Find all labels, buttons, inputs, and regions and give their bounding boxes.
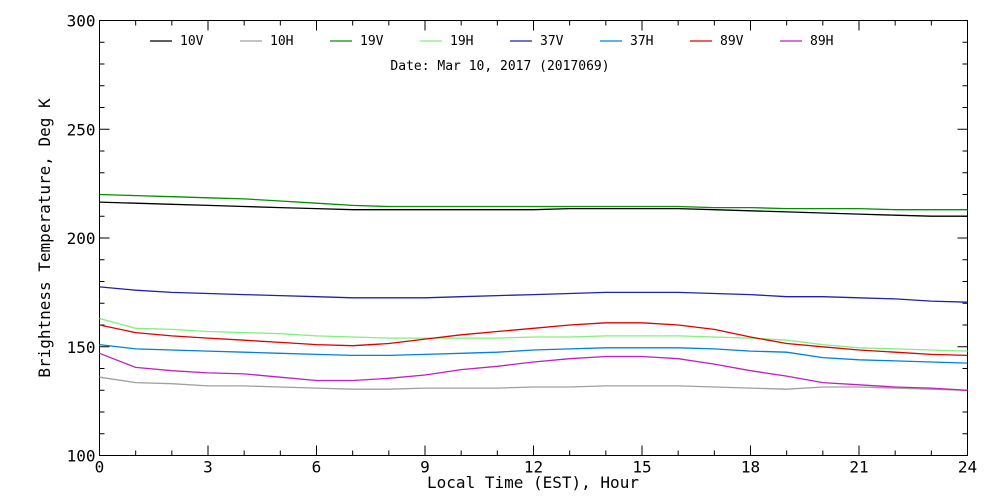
series-lines <box>99 193 968 391</box>
legend-label-37v: 37V <box>540 34 564 49</box>
date-annotation: Date: Mar 10, 2017 (2017069) <box>390 59 609 74</box>
x-tick-label: 24 <box>958 458 977 477</box>
y-tick-label: 250 <box>67 120 96 139</box>
y-tick-label: 200 <box>67 229 96 248</box>
series-line-19v <box>99 193 968 211</box>
x-tick-label: 9 <box>420 458 430 477</box>
x-tick-label: 15 <box>632 458 651 477</box>
x-tick-label: 18 <box>741 458 760 477</box>
legend: 10V 10H 19V 19H 37V 37H 89V 89H <box>150 34 833 49</box>
legend-label-37h: 37H <box>630 34 653 49</box>
x-tick-label: 12 <box>524 458 543 477</box>
x-tick-label: 3 <box>203 458 213 477</box>
legend-label-19v: 19V <box>360 34 384 49</box>
x-axis-label: Local Time (EST), Hour <box>427 473 639 492</box>
series-line-37v <box>99 286 968 303</box>
axis-tick-labels: 0 3 6 9 12 15 18 21 24 100 150 200 250 300 <box>67 12 978 477</box>
y-axis-label: Brightness Temperature, Deg K <box>35 98 54 378</box>
y-tick-label: 300 <box>67 12 96 31</box>
series-line-89h <box>99 352 968 391</box>
series-line-37h <box>99 343 968 364</box>
series-line-19h <box>99 317 968 352</box>
legend-label-89v: 89V <box>720 34 744 49</box>
x-tick-label: 0 <box>95 458 105 477</box>
axis-ticks <box>99 20 968 456</box>
legend-label-10h: 10H <box>270 34 293 49</box>
y-tick-label: 100 <box>67 447 96 466</box>
y-tick-label: 150 <box>67 338 96 357</box>
legend-label-89h: 89H <box>810 34 833 49</box>
series-line-10h <box>99 376 968 391</box>
legend-label-19h: 19H <box>450 34 473 49</box>
plot-frame <box>99 20 968 456</box>
x-tick-label: 21 <box>849 458 868 477</box>
legend-label-10v: 10V <box>180 34 204 49</box>
series-line-89v <box>99 322 968 357</box>
series-line-10v <box>99 201 968 217</box>
x-tick-label: 6 <box>312 458 322 477</box>
